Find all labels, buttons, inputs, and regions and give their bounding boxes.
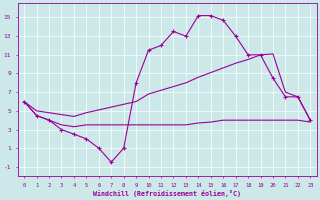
X-axis label: Windchill (Refroidissement éolien,°C): Windchill (Refroidissement éolien,°C) [93, 190, 241, 197]
